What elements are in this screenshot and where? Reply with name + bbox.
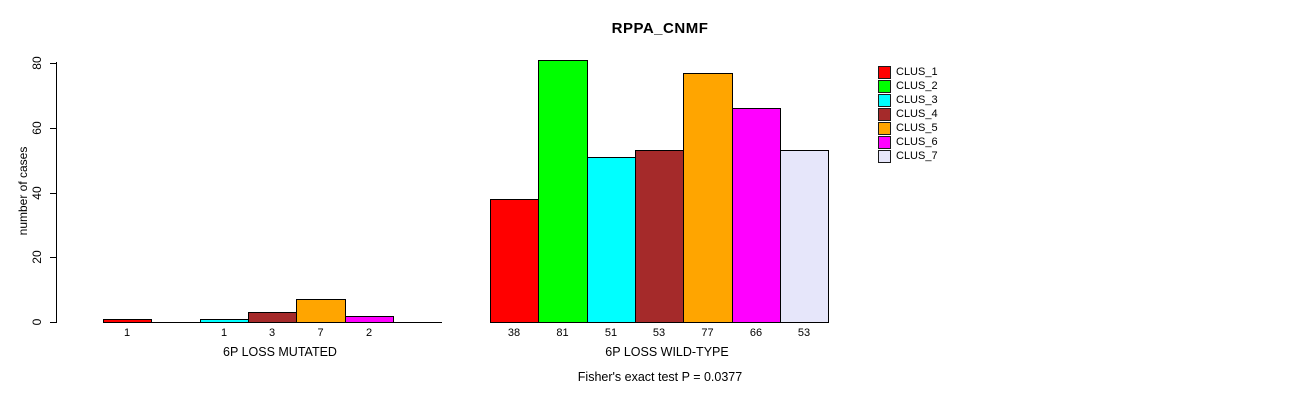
group-label-wild-type: 6P LOSS WILD-TYPE (605, 345, 729, 359)
legend-item-clus_5: CLUS_5 (878, 121, 938, 135)
bar-value-label: 38 (507, 327, 521, 339)
bar-clus_4-group-1 (248, 312, 297, 322)
y-tick-label: 40 (30, 186, 44, 200)
bar-clus_6-group-1 (345, 316, 394, 322)
bar-clus_1-group-2 (490, 199, 539, 322)
bar-clus_6-group-2 (732, 108, 781, 322)
y-tick-mark (50, 193, 57, 194)
y-tick-label: 0 (30, 318, 44, 326)
bar-value-label: 51 (604, 327, 618, 339)
y-tick-label: 20 (30, 250, 44, 264)
bar-clus_5-group-2 (683, 73, 733, 322)
bar-value-label: 2 (365, 327, 373, 339)
bar-clus_4-group-2 (635, 150, 684, 322)
bar-value-label: 81 (556, 327, 569, 339)
legend-label: CLUS_7 (896, 150, 938, 162)
bar-clus_2-group-2 (538, 60, 588, 322)
y-tick-label: 80 (30, 56, 44, 70)
bar-value-label: 1 (123, 327, 131, 339)
legend-item-clus_2: CLUS_2 (878, 79, 938, 93)
bar-value-label: 53 (797, 327, 811, 339)
bar-clus_3-group-2 (587, 157, 636, 322)
legend-label: CLUS_6 (896, 136, 938, 148)
bar-value-label: 77 (701, 327, 714, 339)
legend-item-clus_4: CLUS_4 (878, 107, 938, 121)
legend-label: CLUS_1 (896, 66, 938, 78)
legend-swatch-icon (878, 93, 891, 107)
x-baseline-group-2 (490, 322, 829, 323)
legend-swatch-icon (878, 121, 891, 135)
bar-value-label: 1 (220, 327, 228, 339)
y-tick-mark (50, 128, 57, 129)
legend-swatch-icon (878, 135, 891, 149)
legend-swatch-icon (878, 149, 891, 163)
y-tick-label: 60 (30, 121, 44, 135)
y-axis-label: number of cases (16, 146, 30, 236)
legend-swatch-icon (878, 107, 891, 121)
legend-swatch-icon (878, 79, 891, 93)
y-tick-mark (50, 63, 57, 64)
group-label-mutated: 6P LOSS MUTATED (223, 345, 337, 359)
legend-item-clus_1: CLUS_1 (878, 65, 938, 79)
legend-label: CLUS_4 (896, 108, 938, 120)
bar-value-label: 66 (749, 327, 763, 339)
bar-value-label: 3 (268, 327, 276, 339)
bar-value-label: 7 (317, 327, 324, 339)
bar-clus_7-group-2 (780, 150, 829, 322)
legend-item-clus_3: CLUS_3 (878, 93, 938, 107)
legend-label: CLUS_5 (896, 122, 938, 134)
bar-clus_1-group-1 (103, 319, 152, 322)
legend-item-clus_6: CLUS_6 (878, 135, 938, 149)
y-tick-mark (50, 322, 57, 323)
legend-swatch-icon (878, 65, 891, 79)
legend-label: CLUS_3 (896, 94, 938, 106)
legend-item-clus_7: CLUS_7 (878, 149, 938, 163)
legend: CLUS_1 CLUS_2 CLUS_3 CLUS_4 CLUS_5 CLUS_6 CLUS… (878, 65, 938, 163)
x-baseline-group-1 (103, 322, 442, 323)
bar-value-label: 53 (652, 327, 666, 339)
fisher-test-annotation: Fisher's exact test P = 0.0377 (577, 370, 743, 384)
y-tick-mark (50, 257, 57, 258)
chart-title: RPPA_CNMF (611, 20, 709, 37)
y-axis-line (56, 62, 57, 323)
bar-clus_5-group-1 (296, 299, 346, 322)
legend-label: CLUS_2 (896, 80, 938, 92)
